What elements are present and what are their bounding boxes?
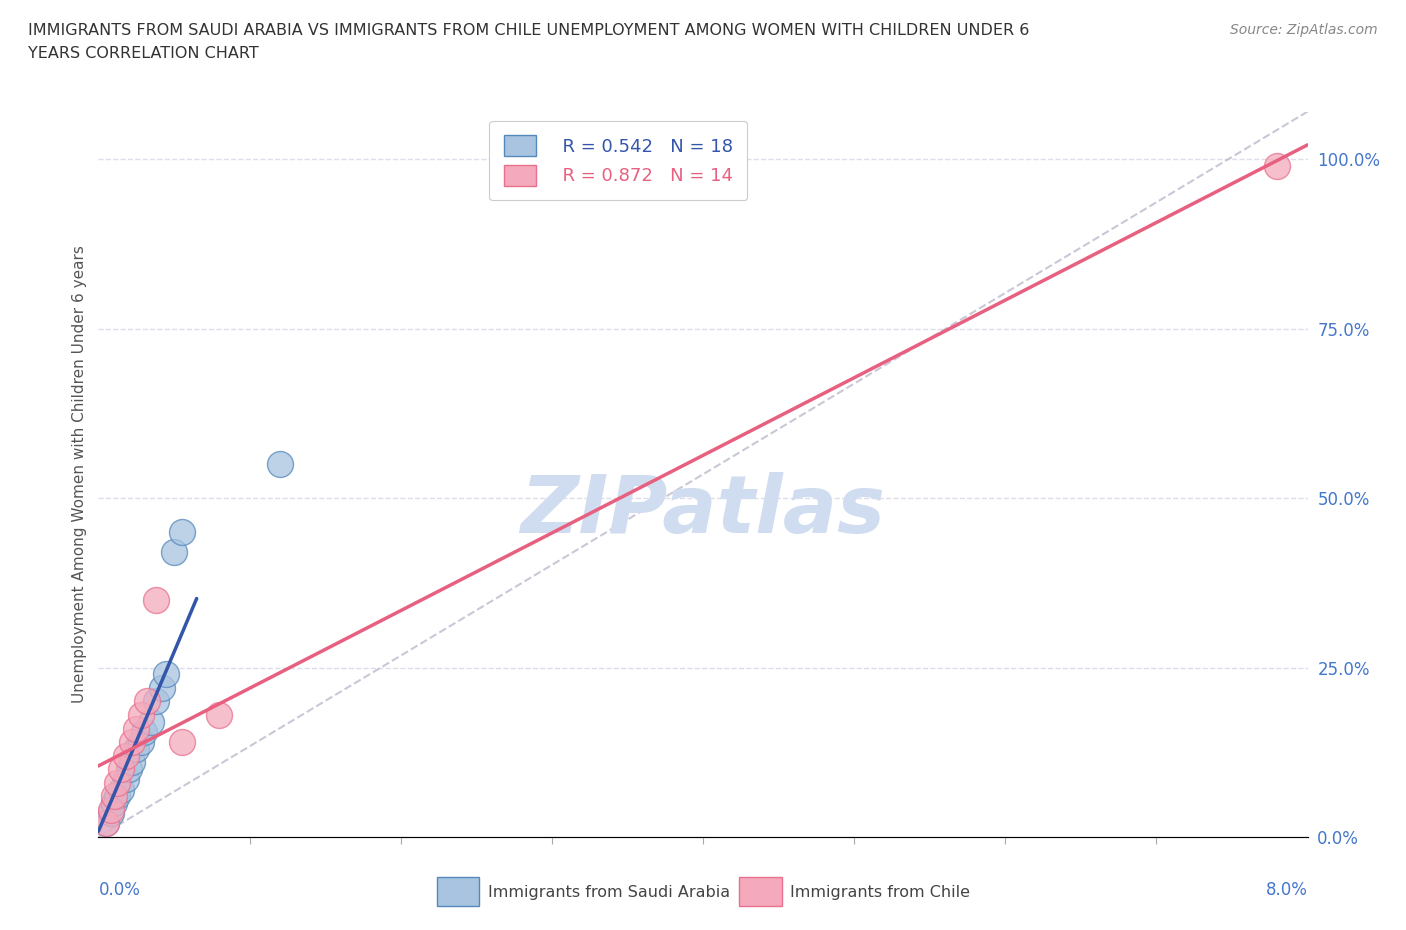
Point [121, 755, 143, 770]
Point [118, 762, 141, 777]
Text: Immigrants from Saudi Arabia: Immigrants from Saudi Arabia [488, 885, 730, 900]
Point [129, 735, 152, 750]
Point [121, 735, 143, 750]
Point [114, 772, 136, 787]
Point [100, 805, 122, 820]
Point [110, 762, 132, 777]
Point [145, 592, 167, 607]
Point [110, 782, 132, 797]
Text: 0.0%: 0.0% [98, 881, 141, 898]
Point [163, 545, 186, 560]
Point [155, 667, 177, 682]
Point [129, 708, 152, 723]
Legend:   R = 0.542   N = 18,   R = 0.872   N = 14: R = 0.542 N = 18, R = 0.872 N = 14 [489, 121, 747, 200]
Point [125, 741, 148, 756]
Point [150, 681, 173, 696]
Point [100, 803, 122, 817]
Bar [740, 877, 782, 906]
Point [114, 749, 136, 764]
Point [94, 816, 117, 830]
Point [269, 457, 291, 472]
Bar [437, 877, 479, 906]
Point [208, 708, 231, 723]
Point [103, 796, 125, 811]
Text: Source: ZipAtlas.com: Source: ZipAtlas.com [1230, 23, 1378, 37]
Point [1267, 158, 1289, 173]
Point [105, 789, 128, 804]
Point [125, 721, 148, 736]
Point [170, 525, 193, 539]
Text: ZIPatlas: ZIPatlas [520, 472, 886, 550]
Y-axis label: Unemployment Among Women with Children Under 6 years: Unemployment Among Women with Children U… [72, 246, 87, 703]
Point [94, 816, 117, 830]
Point [135, 694, 157, 709]
Point [103, 789, 125, 804]
Text: 8.0%: 8.0% [1265, 881, 1308, 898]
Point [141, 714, 163, 729]
Point [145, 694, 167, 709]
Text: YEARS CORRELATION CHART: YEARS CORRELATION CHART [28, 46, 259, 61]
Point [132, 724, 155, 739]
Point [105, 776, 128, 790]
Text: IMMIGRANTS FROM SAUDI ARABIA VS IMMIGRANTS FROM CHILE UNEMPLOYMENT AMONG WOMEN W: IMMIGRANTS FROM SAUDI ARABIA VS IMMIGRAN… [28, 23, 1029, 38]
Point [170, 735, 193, 750]
Text: Immigrants from Chile: Immigrants from Chile [790, 885, 970, 900]
